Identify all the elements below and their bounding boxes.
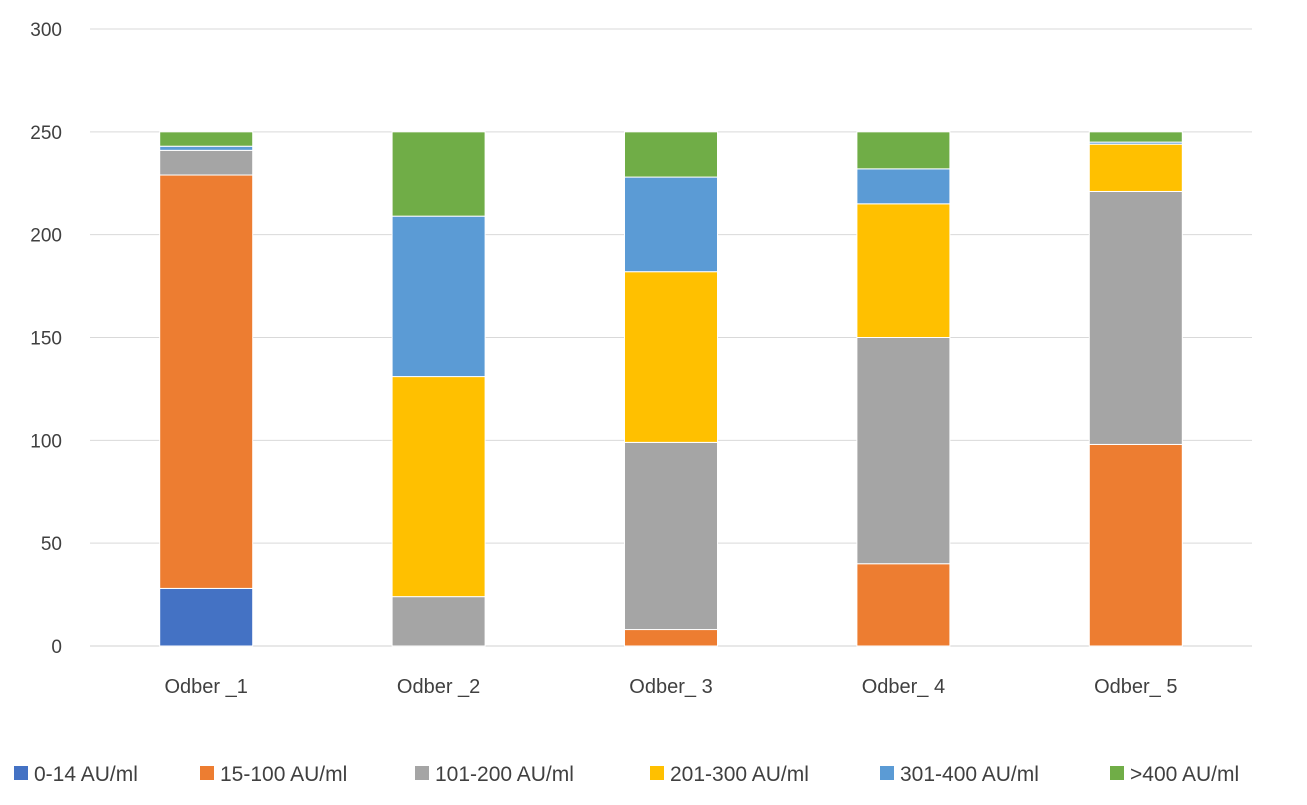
bar-stack bbox=[1088, 131, 1183, 647]
legend-label: 15-100 AU/ml bbox=[220, 763, 347, 786]
x-category-label: Odber_ 4 bbox=[862, 676, 945, 698]
y-tick-label: 0 bbox=[51, 637, 62, 658]
bar-segment bbox=[856, 131, 951, 170]
bar-segment bbox=[391, 596, 486, 647]
x-axis-category-labels: Odber _1 Odber _2 Odber_ 3 Odber_ 4 Odber_ 5 bbox=[165, 676, 1178, 698]
legend-swatch bbox=[650, 766, 664, 780]
bar-segment bbox=[391, 376, 486, 598]
bar-segment bbox=[159, 587, 254, 647]
legend-swatch bbox=[200, 766, 214, 780]
legend: 0-14 AU/ml 15-100 AU/ml 101-200 AU/ml 201-3… bbox=[14, 763, 1239, 786]
legend-item: 101-200 AU/ml bbox=[415, 763, 574, 786]
y-tick-label: 100 bbox=[30, 431, 62, 452]
bar-segment bbox=[159, 174, 254, 589]
bar-stack bbox=[624, 131, 718, 647]
bar-segment bbox=[391, 131, 486, 217]
bar-segment bbox=[624, 441, 718, 631]
legend-swatch bbox=[880, 766, 894, 780]
x-category-label: Odber_ 3 bbox=[629, 676, 712, 698]
bar-stack bbox=[159, 131, 254, 647]
bar-segment bbox=[856, 563, 951, 647]
bar-segment bbox=[856, 168, 951, 205]
legend-item: 0-14 AU/ml bbox=[14, 763, 138, 786]
y-tick-label: 250 bbox=[30, 123, 62, 144]
legend-label: 101-200 AU/ml bbox=[435, 763, 574, 786]
bar-segment bbox=[624, 629, 718, 647]
bar-segment bbox=[159, 145, 254, 151]
legend-item: >400 AU/ml bbox=[1110, 763, 1239, 786]
bar-segment bbox=[624, 131, 718, 178]
legend-item: 15-100 AU/ml bbox=[200, 763, 347, 786]
legend-label: >400 AU/ml bbox=[1130, 763, 1239, 786]
legend-item: 301-400 AU/ml bbox=[880, 763, 1039, 786]
bar-stacks bbox=[159, 131, 1183, 647]
bar-segment bbox=[856, 203, 951, 338]
legend-swatch bbox=[1110, 766, 1124, 780]
bar-segment bbox=[1088, 443, 1183, 647]
x-category-label: Odber_ 5 bbox=[1094, 676, 1177, 698]
bar-segment bbox=[856, 337, 951, 565]
bar-stack bbox=[391, 131, 486, 647]
legend-item: 201-300 AU/ml bbox=[650, 763, 809, 786]
bar-segment bbox=[159, 149, 254, 176]
bar-segment bbox=[391, 215, 486, 378]
legend-label: 201-300 AU/ml bbox=[670, 763, 809, 786]
bar-segment bbox=[1088, 131, 1183, 143]
y-tick-label: 50 bbox=[41, 534, 62, 555]
legend-swatch bbox=[14, 766, 28, 780]
x-category-label: Odber _2 bbox=[397, 676, 480, 698]
bar-segment bbox=[1088, 143, 1183, 192]
legend-label: 0-14 AU/ml bbox=[34, 763, 138, 786]
bar-segment bbox=[624, 271, 718, 443]
bar-segment bbox=[624, 176, 718, 273]
y-tick-label: 150 bbox=[30, 329, 62, 350]
bar-segment bbox=[159, 131, 254, 147]
legend-swatch bbox=[415, 766, 429, 780]
y-tick-label: 200 bbox=[30, 226, 62, 247]
y-tick-label: 300 bbox=[30, 20, 62, 41]
bar-segment bbox=[1088, 190, 1183, 445]
y-axis-tick-labels: 0 50 100 150 200 250 300 bbox=[30, 20, 62, 658]
x-category-label: Odber _1 bbox=[165, 676, 248, 698]
legend-label: 301-400 AU/ml bbox=[900, 763, 1039, 786]
bar-stack bbox=[856, 131, 951, 647]
